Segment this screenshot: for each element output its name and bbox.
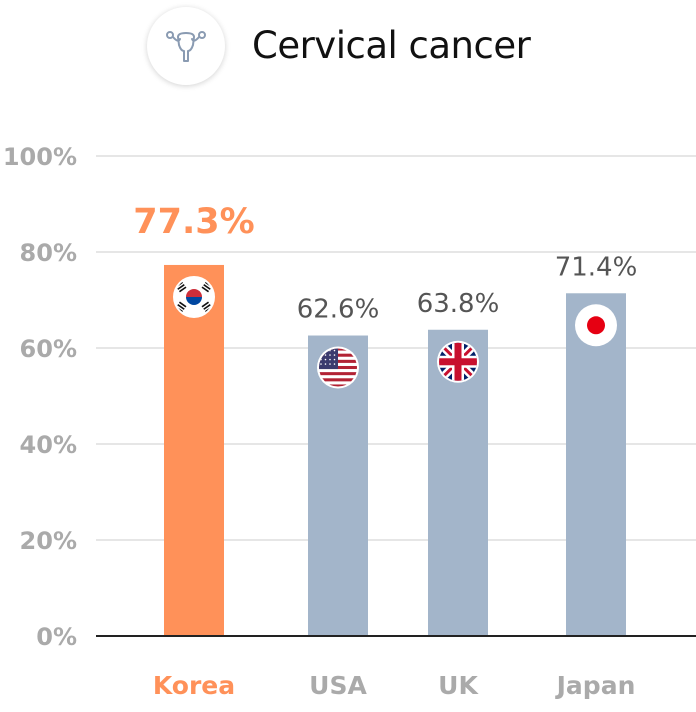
value-label: 62.6% [297,295,380,325]
japan-flag-icon [575,304,617,347]
bars [164,264,626,636]
y-tick-label: 40% [20,431,77,459]
flags [173,275,617,389]
y-tick-label: 60% [20,335,77,363]
y-tick-label: 0% [36,623,77,651]
value-label: 63.8% [417,289,500,319]
y-tick-label: 100% [3,143,77,171]
y-tick-label: 20% [20,527,77,555]
bar-korea [164,264,224,636]
uterus-icon [147,7,225,85]
category-label: UK [438,671,479,700]
bar-japan [566,293,626,636]
value-label: 77.3% [133,202,254,242]
value-labels: 77.3% 62.6% 63.8% 71.4% [133,202,637,325]
chart-title: Cervical cancer [252,24,531,67]
category-labels: Korea USA UK Japan [153,671,636,700]
y-axis-ticks: 0% 20% 40% 60% 80% 100% [3,143,77,651]
y-tick-label: 80% [20,239,77,267]
value-label: 71.4% [555,252,638,282]
category-label: Korea [153,671,235,700]
uk-flag-icon [437,340,479,383]
usa-flag-icon [317,346,359,389]
chart-header: Cervical cancer [0,0,696,100]
korea-flag-icon [173,275,215,318]
category-label: USA [309,671,367,700]
category-label: Japan [555,671,636,700]
